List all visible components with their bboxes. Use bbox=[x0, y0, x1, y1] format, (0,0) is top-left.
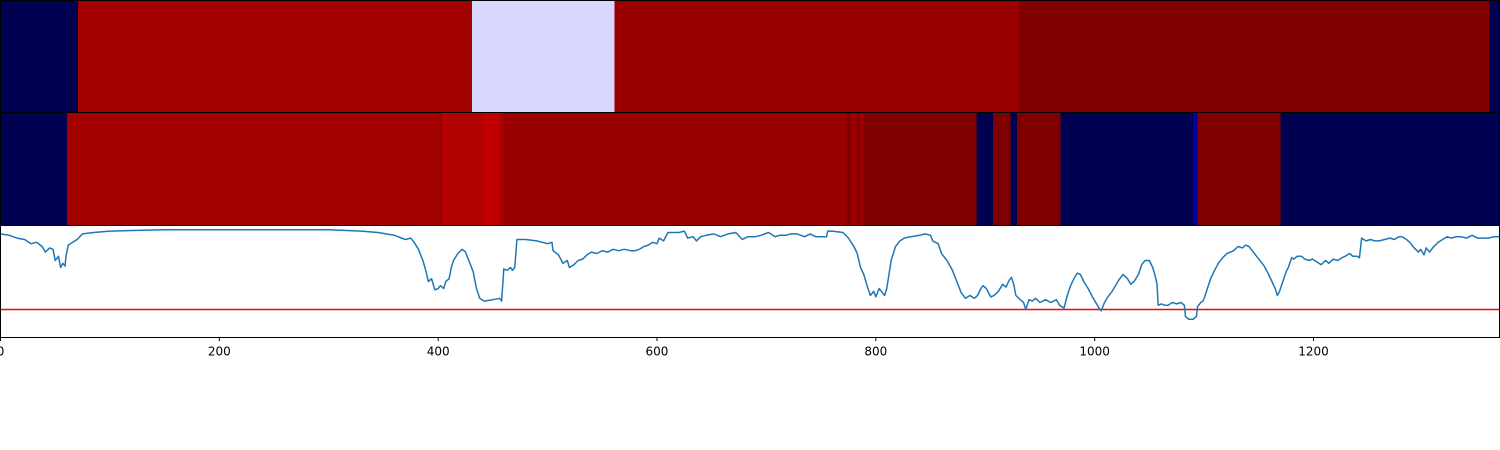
middle-band-segment-4 bbox=[445, 112, 484, 226]
middle-band-segment-18 bbox=[1193, 112, 1198, 226]
middle-band-segment-0 bbox=[0, 112, 68, 226]
middle-band-segment-14 bbox=[992, 112, 1011, 226]
top-band-segment-4 bbox=[1019, 0, 1490, 113]
middle-band-segment-10 bbox=[857, 112, 860, 226]
middle-band-segment-6 bbox=[498, 112, 503, 226]
heatmap-band-top bbox=[0, 0, 1500, 113]
top-band-segment-5 bbox=[1489, 0, 1500, 113]
x-tick-label-6: 1200 bbox=[1298, 345, 1329, 359]
x-tick-label-1: 200 bbox=[208, 345, 231, 359]
middle-band-segment-19 bbox=[1197, 112, 1281, 226]
x-tick-label-0: 0 bbox=[0, 345, 4, 359]
x-axis: 0 200 400 600 800 1000 1200 bbox=[0, 337, 1329, 359]
middle-band-segment-12 bbox=[863, 112, 977, 226]
series-line bbox=[0, 228, 1500, 321]
middle-band-segment-1 bbox=[67, 112, 440, 226]
middle-band-segment-17 bbox=[1060, 112, 1194, 226]
middle-band-segment-2 bbox=[439, 112, 443, 226]
middle-band-segment-11 bbox=[859, 112, 864, 226]
heatmap-band-middle bbox=[0, 112, 1500, 226]
top-band-segment-0 bbox=[0, 0, 79, 113]
x-tick-label-5: 1000 bbox=[1079, 345, 1110, 359]
middle-band-segment-9 bbox=[850, 112, 858, 226]
x-tick-label-2: 400 bbox=[427, 345, 450, 359]
top-band-segment-3 bbox=[614, 0, 1020, 113]
middle-band-segment-13 bbox=[976, 112, 993, 226]
middle-band-segment-8 bbox=[846, 112, 851, 226]
top-band-segment-1 bbox=[78, 0, 473, 113]
middle-band-segment-5 bbox=[483, 112, 499, 226]
x-tick-label-3: 600 bbox=[646, 345, 669, 359]
middle-band-segment-3 bbox=[442, 112, 446, 226]
line-panel bbox=[0, 228, 1500, 321]
x-tick-label-4: 800 bbox=[864, 345, 887, 359]
middle-band-segment-7 bbox=[502, 112, 847, 226]
middle-band-segment-15 bbox=[1010, 112, 1017, 226]
middle-band-segment-16 bbox=[1016, 112, 1061, 226]
top-band-segment-2 bbox=[472, 0, 615, 113]
middle-band-segment-20 bbox=[1280, 112, 1500, 226]
